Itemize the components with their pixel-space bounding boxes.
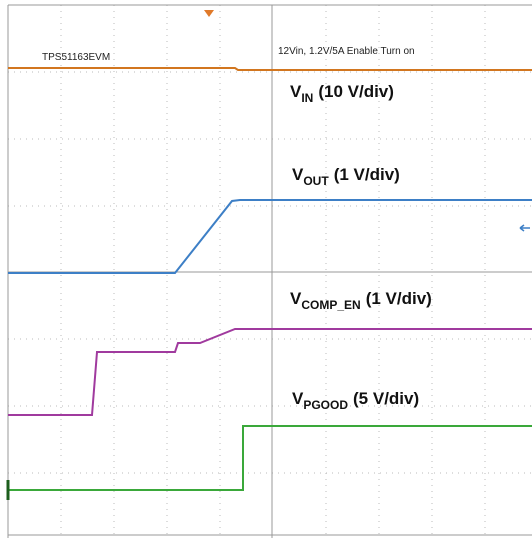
- device-label: TPS51163EVM: [42, 52, 110, 63]
- vout-arrow: [519, 224, 530, 232]
- trigger-marker: [204, 10, 214, 17]
- vout-label: VOUT (1 V/div): [292, 165, 400, 188]
- symbol: V: [292, 389, 304, 408]
- symbol: V: [290, 82, 302, 101]
- symbol: V: [290, 289, 302, 308]
- vin-label: VIN (10 V/div): [290, 82, 394, 105]
- vpgood-trace: [8, 425, 532, 491]
- vpgood-label: VPGOOD (5 V/div): [292, 389, 419, 412]
- graticule: [7, 4, 532, 538]
- scale: (1 V/div): [366, 289, 432, 308]
- capture-title: 12Vin, 1.2V/5A Enable Turn on: [278, 46, 415, 57]
- scale: (10 V/div): [318, 82, 394, 101]
- vin-trace: [8, 67, 532, 71]
- subscript: PGOOD: [303, 398, 348, 412]
- scale: (5 V/div): [353, 389, 419, 408]
- subscript: COMP_EN: [301, 298, 360, 312]
- scale: (1 V/div): [334, 165, 400, 184]
- subscript: OUT: [303, 174, 329, 188]
- symbol: V: [292, 165, 304, 184]
- vcomp-en-trace: [8, 328, 532, 416]
- subscript: IN: [301, 91, 313, 105]
- vcomp-en-label: VCOMP_EN (1 V/div): [290, 289, 432, 312]
- vout-trace: [8, 199, 532, 274]
